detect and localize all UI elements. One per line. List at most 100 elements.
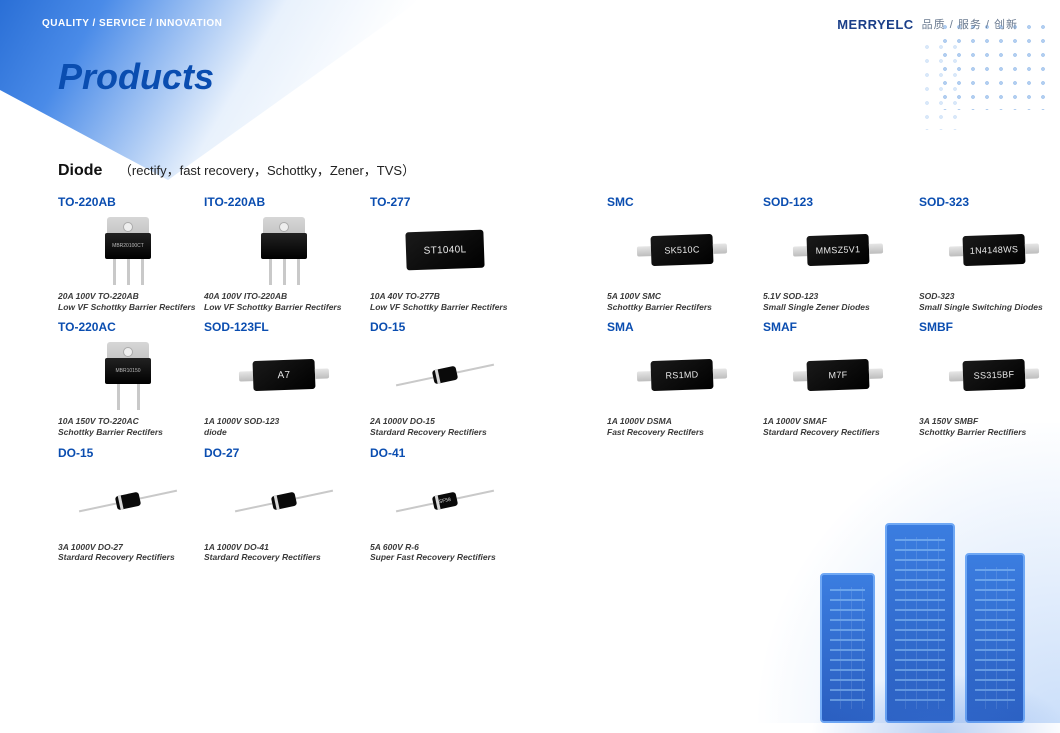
package-name: SOD-123 xyxy=(763,195,913,209)
component-image xyxy=(58,464,198,538)
package-name: SMBF xyxy=(919,320,1060,334)
component-axial-diode xyxy=(231,471,337,531)
product-spec-line-1: 1A 1000V DSMA xyxy=(607,416,757,427)
component-to220ab: MBR20100CT xyxy=(97,215,159,285)
component-image: RS1MD xyxy=(607,338,757,412)
product-description: 40A 100V ITO-220ABLow VF Schottky Barrie… xyxy=(204,291,364,312)
package-name: SOD-123FL xyxy=(204,320,364,334)
product-spec-line-1: 1A 1000V SOD-123 xyxy=(204,416,364,427)
component-label: MBR10150 xyxy=(105,358,151,384)
product-card: DO-271A 1000V DO-41Stardard Recovery Rec… xyxy=(204,446,364,563)
component-smd-chip: MMSZ5V1 xyxy=(792,223,884,276)
component-to277: ST1040L xyxy=(399,223,491,276)
package-name: DO-15 xyxy=(58,446,198,460)
component-image: M7F xyxy=(763,338,913,412)
package-name: TO-220AC xyxy=(58,320,198,334)
component-label: RS1MD xyxy=(650,359,713,391)
component-label: M7F xyxy=(806,359,869,391)
product-spec-line-2: Schottky Barrier Rectifiers xyxy=(919,427,1060,438)
product-card: SOD-123 MMSZ5V1 5.1V SOD-123Small Single Z… xyxy=(763,195,913,312)
component-image: 1N4148WS xyxy=(919,213,1060,287)
decor-dot-grid-2 xyxy=(920,40,960,130)
product-spec-line-1: 3A 1000V DO-27 xyxy=(58,542,198,553)
component-ito220ab xyxy=(253,215,315,285)
product-description: 1A 1000V DSMAFast Recovery Rectifers xyxy=(607,416,757,437)
product-card: TO-277 ST1040L 10A 40V TO-277BLow VF Schot… xyxy=(370,195,520,312)
product-description: 2A 1000V DO-15Stardard Recovery Rectifie… xyxy=(370,416,520,437)
product-spec-line-2: Schottky Barrier Rectifers xyxy=(607,302,757,313)
package-name: TO-277 xyxy=(370,195,520,209)
grid-spacer xyxy=(763,446,913,563)
component-smd-chip: SK510C xyxy=(636,223,728,276)
component-axial-diode xyxy=(75,471,181,531)
product-spec-line-1: 5A 600V R-6 xyxy=(370,542,520,553)
product-spec-line-1: 10A 40V TO-277B xyxy=(370,291,520,302)
product-spec-line-2: Stardard Recovery Rectifiers xyxy=(763,427,913,438)
brand-logo: MERRYELC xyxy=(837,17,913,32)
product-description: 5A 600V R-6Super Fast Recovery Rectifier… xyxy=(370,542,520,563)
grid-spacer xyxy=(607,446,757,563)
subtitle-types: （rectify，fast recovery，Schottky，Zener，TV… xyxy=(119,163,415,178)
section-subtitle: Diode （rectify，fast recovery，Schottky，Ze… xyxy=(58,160,415,180)
component-image: SF58 xyxy=(370,464,520,538)
product-card: SOD-3231N4148WSSOD-323Small Single Switc… xyxy=(919,195,1060,312)
product-spec-line-1: 10A 150V TO-220AC xyxy=(58,416,198,427)
component-smd-chip: 1N4148WS xyxy=(948,223,1040,276)
component-label xyxy=(261,233,307,259)
product-description: 3A 150V SMBFSchottky Barrier Rectifiers xyxy=(919,416,1060,437)
grid-spacer xyxy=(526,320,601,437)
product-card: DO-15 2A 1000V DO-15Stardard Recovery Rec… xyxy=(370,320,520,437)
product-spec-line-1: 2A 1000V DO-15 xyxy=(370,416,520,427)
product-description: 1A 1000V SOD-123diode xyxy=(204,416,364,437)
package-name: SMC xyxy=(607,195,757,209)
component-image xyxy=(370,338,520,412)
product-spec-line-1: 40A 100V ITO-220AB xyxy=(204,291,364,302)
product-grid: TO-220ABMBR20100CT20A 100V TO-220ABLow V… xyxy=(58,195,1048,563)
component-label: SS315BF xyxy=(962,359,1025,391)
product-spec-line-2: Small Single Zener Diodes xyxy=(763,302,913,313)
component-label: MBR20100CT xyxy=(105,233,151,259)
component-smd-chip: M7F xyxy=(792,349,884,402)
grid-spacer xyxy=(919,446,1060,563)
product-description: 5.1V SOD-123Small Single Zener Diodes xyxy=(763,291,913,312)
product-description: 3A 1000V DO-27Stardard Recovery Rectifie… xyxy=(58,542,198,563)
product-spec-line-1: SOD-323 xyxy=(919,291,1060,302)
product-card: SMC SK510C 5A 100V SMCSchottky Barrier Rec… xyxy=(607,195,757,312)
product-spec-line-1: 5A 100V SMC xyxy=(607,291,757,302)
product-card: ITO-220AB40A 100V ITO-220ABLow VF Schott… xyxy=(204,195,364,312)
product-spec-line-2: Low VF Schottky Barrier Rectifers xyxy=(204,302,364,313)
header-tagline: QUALITY / SERVICE / INNOVATION xyxy=(42,18,222,29)
product-card: SMBF SS315BF 3A 150V SMBFSchottky Barrier … xyxy=(919,320,1060,437)
product-spec-line-1: 3A 150V SMBF xyxy=(919,416,1060,427)
component-label xyxy=(115,491,141,510)
grid-spacer xyxy=(526,195,601,312)
component-smd-chip: SS315BF xyxy=(948,349,1040,402)
component-label: MMSZ5V1 xyxy=(806,234,869,266)
component-label xyxy=(432,366,458,385)
product-card: SMAFM7F1A 1000V SMAFStardard Recovery Re… xyxy=(763,320,913,437)
subtitle-main: Diode xyxy=(58,162,102,179)
component-image: ST1040L xyxy=(370,213,520,287)
component-image: MBR10150 xyxy=(58,338,198,412)
component-image xyxy=(204,213,364,287)
component-image: MMSZ5V1 xyxy=(763,213,913,287)
component-smd-chip: RS1MD xyxy=(636,349,728,402)
product-spec-line-2: Stardard Recovery Rectifiers xyxy=(58,552,198,563)
product-spec-line-1: 20A 100V TO-220AB xyxy=(58,291,198,302)
product-card: DO-15 3A 1000V DO-27Stardard Recovery Rec… xyxy=(58,446,198,563)
component-label: SK510C xyxy=(650,234,713,266)
package-name: SMA xyxy=(607,320,757,334)
package-name: SOD-323 xyxy=(919,195,1060,209)
product-spec-line-2: diode xyxy=(204,427,364,438)
component-to220ac: MBR10150 xyxy=(97,340,159,410)
component-label: SF58 xyxy=(432,491,458,510)
component-image: SS315BF xyxy=(919,338,1060,412)
package-name: DO-41 xyxy=(370,446,520,460)
package-name: DO-27 xyxy=(204,446,364,460)
package-name: DO-15 xyxy=(370,320,520,334)
product-card: TO-220ABMBR20100CT20A 100V TO-220ABLow V… xyxy=(58,195,198,312)
product-description: 10A 40V TO-277BLow VF Schottky Barrier R… xyxy=(370,291,520,312)
page-title: Products xyxy=(58,56,214,98)
product-spec-line-1: 1A 1000V SMAF xyxy=(763,416,913,427)
component-axial-diode: SF58 xyxy=(392,471,498,531)
